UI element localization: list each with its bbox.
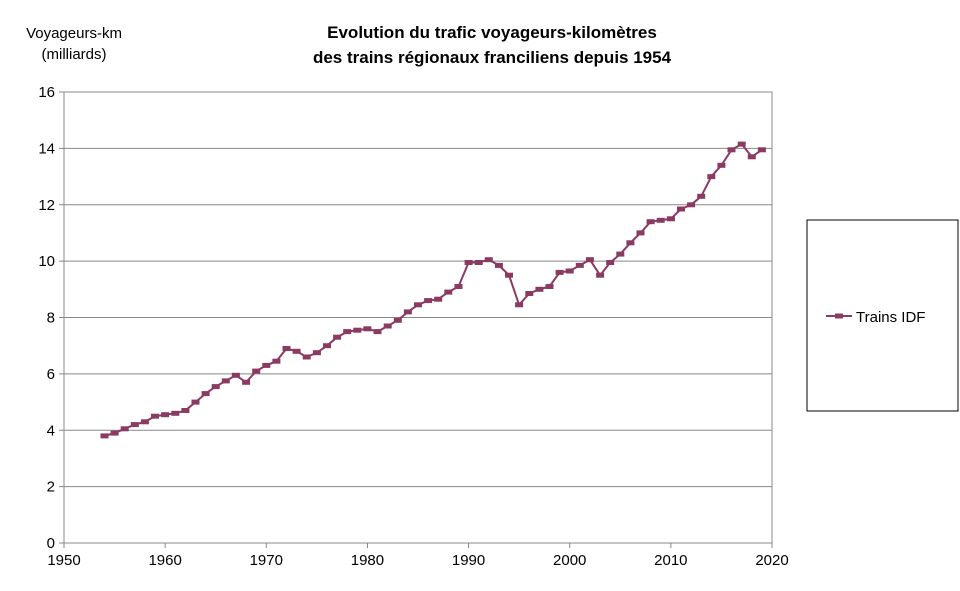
- data-point: [757, 147, 766, 153]
- data-point: [242, 379, 251, 385]
- x-tick-label: 2010: [654, 552, 687, 569]
- data-point: [545, 284, 554, 289]
- data-point: [484, 257, 493, 263]
- data-point: [646, 219, 655, 225]
- data-point: [444, 289, 453, 295]
- x-tick-label: 1960: [148, 552, 181, 569]
- data-point: [565, 268, 574, 274]
- data-point: [434, 296, 443, 302]
- y-tick-label: 2: [47, 479, 55, 496]
- y-tick-label: 10: [38, 253, 55, 270]
- data-point: [383, 323, 392, 329]
- data-point: [626, 240, 635, 246]
- data-point: [312, 350, 321, 356]
- y-axis-label: Voyageurs-km (milliards): [26, 25, 122, 63]
- data-point: [727, 147, 736, 153]
- y-tick-label: 6: [47, 366, 55, 383]
- data-point: [130, 422, 139, 428]
- data-point: [656, 217, 665, 223]
- chart-title: Evolution du trafic voyageurs-kilomètres…: [313, 23, 672, 67]
- y-tick-label: 0: [47, 535, 55, 552]
- data-point: [525, 291, 534, 296]
- data-point: [616, 251, 625, 257]
- data-point: [505, 272, 513, 278]
- data-point: [110, 430, 119, 436]
- x-tick-label: 1950: [47, 552, 80, 569]
- data-point: [677, 206, 685, 212]
- data-point: [575, 262, 584, 268]
- legend-marker: [835, 313, 843, 319]
- data-point: [252, 368, 261, 374]
- data-point: [707, 174, 716, 180]
- data-point: [231, 372, 240, 378]
- data-point: [393, 317, 402, 323]
- data-point: [333, 334, 342, 340]
- data-point: [272, 358, 281, 364]
- data-point: [596, 272, 605, 278]
- x-tick-label: 2000: [553, 552, 586, 569]
- y-tick-label: 16: [38, 84, 55, 101]
- data-point: [737, 141, 746, 147]
- data-point: [585, 257, 594, 263]
- data-point: [697, 193, 706, 199]
- data-point: [302, 354, 311, 360]
- y-tick-labels: 0 2 4 6 8 10 12 14 16: [38, 84, 55, 552]
- data-point: [424, 298, 433, 304]
- data-point: [120, 426, 129, 432]
- data-point: [515, 302, 524, 308]
- data-point: [414, 302, 422, 308]
- data-point: [151, 413, 159, 419]
- x-tick-label: 2020: [755, 552, 788, 569]
- data-point: [606, 260, 615, 265]
- x-tick-labels: 1950 1960 1970 1980 1990 2000 2010 2020: [47, 552, 788, 569]
- data-point: [403, 309, 412, 315]
- data-point: [100, 433, 109, 439]
- data-point: [161, 412, 170, 418]
- data-point: [555, 269, 564, 275]
- data-point: [474, 260, 483, 265]
- data-point: [201, 391, 210, 397]
- data-point: [636, 230, 645, 236]
- chart-title-line-1: Evolution du trafic voyageurs-kilomètres: [327, 23, 657, 42]
- data-point: [353, 327, 362, 333]
- data-point: [323, 343, 331, 349]
- data-point: [343, 329, 352, 335]
- x-tick-label: 1980: [351, 552, 384, 569]
- grid-lines: [59, 91, 773, 548]
- plot-area-frame: [63, 91, 773, 544]
- data-point: [181, 408, 190, 413]
- y-axis-label-line-2: (milliards): [42, 46, 107, 63]
- legend: Trains IDF: [806, 219, 959, 412]
- data-point: [171, 410, 180, 416]
- y-tick-label: 8: [47, 310, 55, 327]
- data-point: [363, 326, 372, 332]
- data-point: [464, 260, 473, 265]
- data-point: [535, 286, 544, 292]
- y-tick-label: 14: [38, 140, 55, 157]
- data-point: [282, 346, 291, 351]
- data-point: [211, 384, 220, 390]
- y-tick-label: 4: [47, 422, 55, 439]
- data-point: [494, 262, 503, 268]
- x-tick-label: 1990: [452, 552, 485, 569]
- data-point: [666, 216, 675, 222]
- data-point: [221, 378, 230, 384]
- chart-title-line-2: des trains régionaux franciliens depuis …: [313, 48, 672, 67]
- y-axis-label-line-1: Voyageurs-km: [26, 25, 122, 42]
- y-tick-label: 12: [38, 197, 55, 214]
- data-point: [747, 154, 756, 160]
- data-point: [717, 162, 726, 168]
- data-point: [191, 399, 200, 405]
- data-point: [687, 202, 696, 208]
- data-point: [140, 419, 149, 425]
- data-point: [454, 284, 463, 289]
- series-trains-idf: [100, 141, 766, 439]
- data-point: [373, 329, 382, 335]
- data-point: [292, 348, 301, 354]
- legend-entry-trains-idf: Trains IDF: [856, 309, 925, 326]
- x-tick-label: 1970: [250, 552, 283, 569]
- data-point: [262, 362, 271, 368]
